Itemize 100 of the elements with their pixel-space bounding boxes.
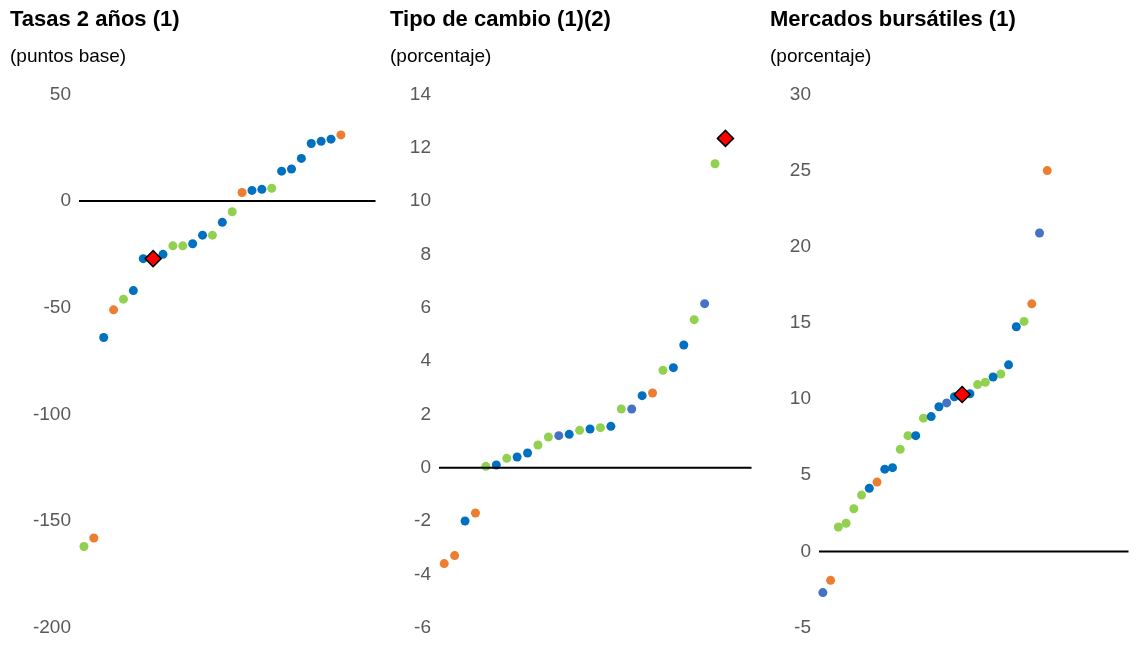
point [880, 464, 890, 474]
y-tick-label: 14 [409, 82, 432, 104]
chart-title: Mercados bursátiles (1) [770, 6, 1016, 32]
point [439, 559, 449, 569]
y-tick-label: 0 [420, 455, 431, 477]
y-tick-label: 2 [420, 402, 431, 424]
y-tick-label: 15 [789, 311, 811, 333]
y-tick-label: 8 [420, 242, 431, 264]
point [857, 490, 867, 500]
y-tick-label: 50 [49, 82, 71, 104]
point [980, 377, 990, 387]
point [934, 402, 944, 412]
point [864, 483, 874, 493]
y-tick-label: 30 [789, 82, 811, 104]
y-tick-label: 12 [409, 135, 431, 157]
point [326, 134, 336, 144]
point [564, 429, 574, 439]
point [286, 164, 296, 174]
point [99, 333, 109, 343]
point [926, 412, 936, 422]
point [502, 453, 512, 463]
y-tick-label: 20 [789, 234, 811, 256]
point [918, 413, 928, 423]
point [523, 448, 533, 458]
point [888, 463, 898, 473]
point [585, 424, 595, 434]
y-tick-label: -150 [32, 509, 71, 531]
point [658, 365, 668, 375]
point [627, 404, 637, 414]
y-tick-label: 0 [800, 539, 811, 561]
point [316, 136, 326, 146]
point [257, 184, 267, 194]
point [616, 404, 626, 414]
point [648, 388, 658, 398]
point [849, 504, 859, 514]
point [1019, 316, 1029, 326]
point [895, 444, 905, 454]
point [512, 452, 522, 462]
y-tick-label: 5 [800, 463, 811, 485]
point [450, 551, 460, 561]
point [903, 431, 913, 441]
point [826, 575, 836, 585]
point [668, 363, 678, 373]
point [109, 305, 119, 315]
point [1042, 166, 1052, 176]
point [267, 183, 277, 193]
point [818, 588, 828, 598]
point [237, 188, 247, 198]
y-tick-label: -2 [414, 509, 431, 531]
point [942, 398, 952, 408]
point [872, 477, 882, 487]
point [996, 369, 1006, 379]
point [178, 241, 188, 251]
point [198, 230, 208, 240]
point [637, 391, 647, 401]
y-tick-label: 10 [409, 189, 431, 211]
point [1035, 228, 1045, 238]
point [841, 518, 851, 528]
point [296, 153, 306, 163]
point [710, 159, 720, 169]
point [716, 129, 735, 148]
point [79, 542, 89, 552]
point [306, 138, 316, 148]
point [247, 185, 257, 195]
chart-subtitle: (porcentaje) [390, 45, 492, 67]
y-tick-label: -6 [414, 615, 431, 637]
y-tick-label: 4 [420, 349, 432, 371]
y-tick-label: 6 [420, 295, 431, 317]
point [118, 294, 128, 304]
point [679, 340, 689, 350]
point [470, 508, 480, 518]
y-tick-label: -50 [43, 295, 71, 317]
point [188, 239, 198, 249]
point [460, 516, 470, 526]
point [689, 315, 699, 325]
point [988, 372, 998, 382]
point [1011, 322, 1021, 332]
point [144, 249, 162, 268]
point [168, 241, 178, 251]
point [554, 431, 564, 441]
point [128, 286, 138, 296]
point [89, 533, 99, 543]
point [700, 299, 710, 309]
point [336, 130, 346, 140]
point [207, 230, 217, 240]
point [575, 425, 585, 435]
point [533, 440, 543, 450]
chart-title: Tipo de cambio (1)(2) [390, 6, 611, 32]
point [217, 217, 227, 227]
point [953, 385, 971, 404]
y-tick-label: -100 [32, 402, 71, 424]
point [277, 166, 287, 176]
point [543, 432, 553, 442]
y-tick-label: -200 [32, 615, 71, 637]
chart-subtitle: (porcentaje) [770, 45, 872, 67]
point [158, 249, 168, 259]
point [606, 421, 616, 431]
point [1004, 360, 1014, 370]
y-tick-label: -5 [794, 615, 811, 637]
y-tick-label: 0 [60, 189, 71, 211]
